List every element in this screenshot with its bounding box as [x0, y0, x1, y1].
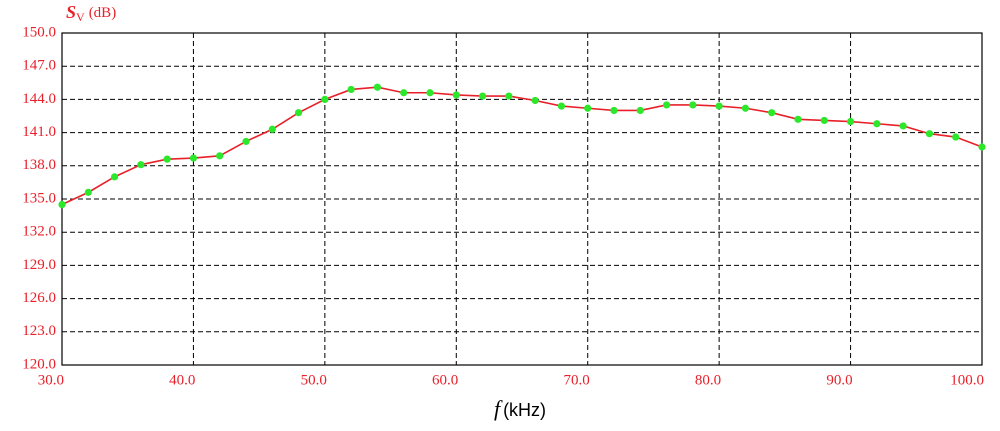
x-tick-label: 40.0: [169, 372, 195, 388]
y-tick-label: 141.0: [22, 124, 56, 140]
y-label-subscript: V: [76, 10, 85, 24]
point: [400, 89, 408, 97]
point: [768, 109, 776, 117]
point: [321, 95, 329, 103]
point: [242, 137, 250, 146]
y-tick-label: 135.0: [22, 190, 56, 206]
point: [610, 106, 618, 115]
point: [741, 104, 750, 112]
point: [952, 133, 960, 141]
point: [452, 91, 460, 99]
point: [373, 83, 382, 91]
x-tick-label: 50.0: [301, 372, 327, 388]
y-tick-label: 150.0: [22, 24, 56, 40]
x-label-symbol: f: [494, 396, 503, 421]
point: [58, 200, 66, 209]
point: [216, 152, 224, 160]
y-tick-label: 132.0: [22, 224, 56, 240]
y-tick-label: 123.0: [22, 323, 56, 339]
point: [820, 116, 828, 125]
point: [715, 102, 723, 110]
point: [268, 125, 276, 133]
y-label-symbol: S: [66, 2, 76, 22]
point: [189, 154, 198, 162]
y-tick-label: 138.0: [22, 157, 56, 173]
x-label-unit: (kHz): [503, 400, 546, 420]
plot-border: [61, 32, 983, 366]
y-axis-label: SV (dB): [66, 2, 116, 24]
x-tick-label: 60.0: [432, 372, 458, 388]
line: [61, 86, 983, 206]
x-tick-label: 30.0: [38, 372, 64, 388]
point: [689, 101, 697, 109]
point: [846, 117, 855, 126]
point: [899, 122, 907, 130]
point: [557, 102, 566, 110]
point: [584, 104, 592, 112]
x-axis-label: f (kHz): [494, 396, 546, 421]
point: [84, 188, 92, 196]
y-tick-label: 147.0: [22, 58, 56, 74]
point: [478, 92, 487, 100]
x-tick-label: 100.0: [950, 372, 984, 388]
point: [662, 101, 671, 109]
point: [505, 92, 513, 100]
y-tick-label: 144.0: [22, 91, 56, 107]
x-tick-label: 80.0: [695, 372, 721, 388]
y-label-unit: (dB): [89, 5, 117, 21]
point: [426, 89, 434, 97]
x-tick-label: 70.0: [563, 372, 589, 388]
point: [925, 130, 934, 138]
point: [873, 120, 881, 128]
y-tick-label: 120.0: [22, 356, 56, 372]
point: [110, 173, 119, 181]
point: [163, 155, 171, 163]
point: [531, 96, 539, 105]
x-tick-label: 90.0: [826, 372, 852, 388]
point: [794, 115, 802, 123]
y-tick-label: 126.0: [22, 290, 56, 306]
point: [636, 106, 644, 115]
point: [137, 161, 145, 169]
point: [978, 143, 986, 151]
point: [347, 85, 355, 94]
y-tick-label: 129.0: [22, 257, 56, 273]
point: [294, 109, 303, 117]
